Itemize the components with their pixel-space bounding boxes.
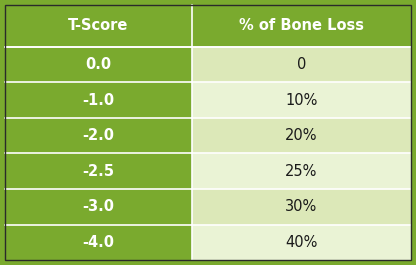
Text: -3.0: -3.0: [82, 199, 114, 214]
Text: -1.0: -1.0: [82, 93, 114, 108]
Text: -2.5: -2.5: [82, 164, 114, 179]
Text: 0.0: 0.0: [85, 57, 111, 72]
Text: T-Score: T-Score: [68, 18, 129, 33]
Bar: [5, 189, 192, 225]
Text: -4.0: -4.0: [82, 235, 114, 250]
Bar: [192, 225, 411, 260]
Bar: [192, 189, 411, 225]
Text: 20%: 20%: [285, 128, 318, 143]
Text: 10%: 10%: [285, 93, 317, 108]
Bar: [5, 225, 192, 260]
Text: 25%: 25%: [285, 164, 317, 179]
Bar: [5, 5, 411, 47]
Text: % of Bone Loss: % of Bone Loss: [239, 18, 364, 33]
Bar: [192, 47, 411, 82]
Bar: [192, 82, 411, 118]
Bar: [192, 153, 411, 189]
Text: -2.0: -2.0: [82, 128, 114, 143]
Bar: [5, 118, 192, 153]
Text: 30%: 30%: [285, 199, 317, 214]
Bar: [5, 82, 192, 118]
Bar: [192, 118, 411, 153]
Text: 40%: 40%: [285, 235, 317, 250]
Text: 0: 0: [297, 57, 306, 72]
Bar: [5, 47, 192, 82]
Bar: [5, 153, 192, 189]
